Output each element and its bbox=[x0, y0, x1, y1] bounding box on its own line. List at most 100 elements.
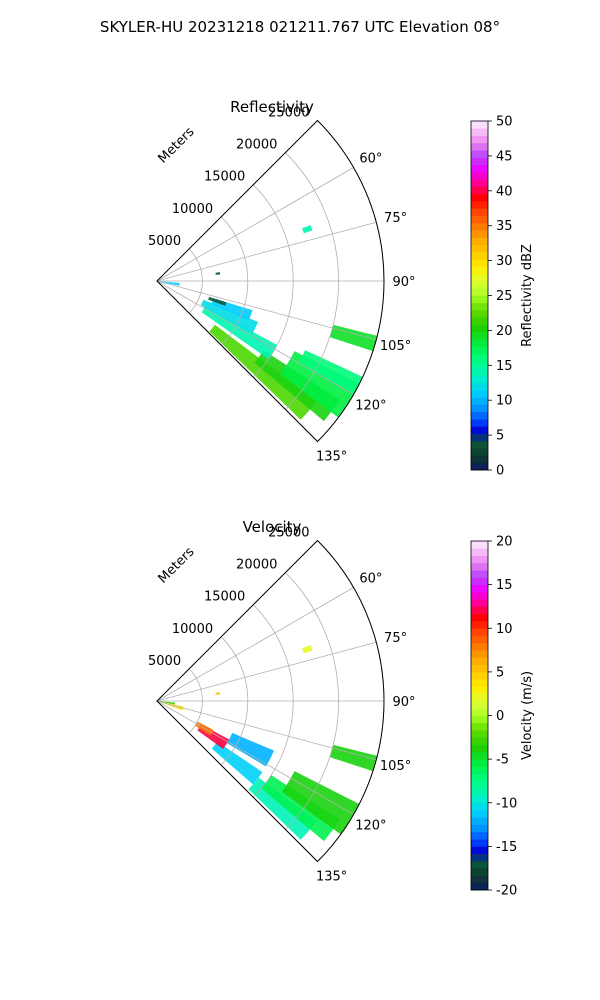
colorbar-segment bbox=[471, 273, 488, 282]
echo-cell bbox=[157, 701, 184, 711]
colorbar-tick-label: 35 bbox=[496, 219, 513, 234]
colorbar-segment bbox=[471, 642, 488, 651]
colorbar-segment bbox=[471, 860, 488, 869]
colorbar-segment bbox=[471, 868, 488, 876]
colorbar-segment bbox=[471, 715, 488, 724]
colorbar-tick-label: -10 bbox=[496, 796, 517, 811]
colorbar-segment bbox=[471, 121, 488, 129]
azimuth-gridline bbox=[156, 700, 354, 815]
colorbar-segment bbox=[471, 251, 488, 260]
echo-cell bbox=[215, 272, 221, 275]
colorbar-segment bbox=[471, 331, 488, 340]
azimuth-tick-label: 120° bbox=[355, 399, 386, 414]
azimuth-gridline bbox=[156, 641, 377, 702]
colorbar-tick-label: 20 bbox=[496, 535, 513, 550]
range-tick-label: 10000 bbox=[172, 622, 213, 637]
colorbar-segment bbox=[471, 766, 488, 775]
colorbar-segment bbox=[471, 440, 488, 449]
colorbar-segment bbox=[471, 411, 488, 420]
colorbar-segment bbox=[471, 375, 488, 384]
range-tick-label: 25000 bbox=[268, 105, 309, 120]
colorbar: 0 5 10 15 20 25 30 35 40 45 50 Reflectivity dBZ bbox=[470, 115, 535, 479]
range-tick-label: 15000 bbox=[204, 170, 245, 185]
colorbar: -20 -15 -10 -5 0 5 10 15 20 Velocity (m/s) bbox=[470, 535, 535, 899]
range-tick-label: 20000 bbox=[236, 558, 277, 573]
panel-title: Reflectivity bbox=[230, 98, 314, 116]
colorbar-segment bbox=[471, 788, 488, 796]
range-tick-label: 20000 bbox=[236, 138, 277, 153]
colorbar-segment bbox=[471, 259, 488, 267]
colorbar-segment bbox=[471, 419, 488, 427]
colorbar-segment bbox=[471, 577, 488, 586]
echo-cell bbox=[215, 692, 221, 695]
colorbar-tick-label: 25 bbox=[496, 289, 513, 304]
colorbar-segment bbox=[471, 875, 488, 884]
colorbar-segment bbox=[471, 208, 488, 216]
azimuth-gridline bbox=[156, 167, 354, 282]
colorbar-segment bbox=[471, 462, 488, 471]
colorbar-tick-label: 5 bbox=[496, 429, 504, 444]
colorbar-segment bbox=[471, 570, 488, 578]
echo-cell bbox=[302, 225, 313, 234]
colorbar-segment bbox=[471, 700, 488, 709]
reflectivity-panel: Reflectivity 5000 10000 15000 20000 25000 Mete… bbox=[148, 98, 535, 479]
azimuth-tick-label: 75° bbox=[384, 211, 407, 226]
radial-axis-label: Meters bbox=[156, 124, 198, 166]
colorbar-tick-label: 45 bbox=[496, 149, 513, 164]
colorbar-segment bbox=[471, 759, 488, 767]
panel-title: Velocity bbox=[243, 518, 302, 536]
colorbar-tick-label: 15 bbox=[496, 359, 513, 374]
azimuth-gridline bbox=[156, 280, 354, 395]
colorbar-segment bbox=[471, 164, 488, 173]
colorbar-segment bbox=[471, 562, 488, 571]
colorbar-segment bbox=[471, 599, 488, 607]
colorbar-tick-label: 10 bbox=[496, 622, 513, 637]
echo-cell bbox=[280, 351, 360, 418]
colorbar-segment bbox=[471, 679, 488, 687]
colorbar-segment bbox=[471, 773, 488, 782]
colorbar-tick-label: 0 bbox=[496, 464, 504, 479]
colorbar-segment bbox=[471, 157, 488, 166]
colorbar-segment bbox=[471, 824, 488, 833]
colorbar-segment bbox=[471, 244, 488, 253]
colorbar-segment bbox=[471, 186, 488, 195]
colorbar-segment bbox=[471, 324, 488, 333]
colorbar-segment bbox=[471, 200, 488, 209]
colorbar-segment bbox=[471, 802, 488, 811]
colorbar-segment bbox=[471, 882, 488, 891]
azimuth-tick-label: 75° bbox=[384, 631, 407, 646]
range-tick-label: 25000 bbox=[268, 525, 309, 540]
echo-cell bbox=[200, 299, 259, 334]
echo-cell bbox=[261, 775, 340, 842]
colorbar-segment bbox=[471, 591, 488, 600]
polar-grid bbox=[156, 120, 385, 442]
colorbar-segment bbox=[471, 693, 488, 702]
colorbar-segment bbox=[471, 722, 488, 731]
range-tick-label: 5000 bbox=[148, 654, 181, 669]
colorbar-segment bbox=[471, 657, 488, 665]
azimuth-tick-label: 135° bbox=[316, 450, 347, 465]
colorbar-segment bbox=[471, 664, 488, 673]
azimuth-tick-label: 120° bbox=[355, 819, 386, 834]
colorbar-label: Reflectivity dBZ bbox=[520, 244, 535, 347]
azimuth-tick-label: 60° bbox=[359, 152, 382, 167]
colorbar-segment bbox=[471, 317, 488, 325]
colorbar-segment bbox=[471, 810, 488, 818]
colorbar-segment bbox=[471, 548, 488, 556]
colorbar-segment bbox=[471, 128, 488, 136]
colorbar-tick-label: 40 bbox=[496, 184, 513, 199]
echo-cell bbox=[208, 296, 227, 306]
echo-cell bbox=[329, 324, 378, 352]
figure-title: SKYLER-HU 20231218 021211.767 UTC Elevat… bbox=[100, 18, 500, 36]
echo-cell bbox=[298, 350, 363, 395]
colorbar-segment bbox=[471, 795, 488, 804]
colorbar-segment bbox=[471, 448, 488, 456]
colorbar-segment bbox=[471, 737, 488, 745]
colorbar-segment bbox=[471, 671, 488, 680]
colorbar-segment bbox=[471, 339, 488, 347]
colorbar-segment bbox=[471, 222, 488, 231]
colorbar-segment bbox=[471, 628, 488, 636]
colorbar-segment bbox=[471, 730, 488, 738]
colorbar-segment bbox=[471, 390, 488, 398]
colorbar-segment bbox=[471, 635, 488, 644]
